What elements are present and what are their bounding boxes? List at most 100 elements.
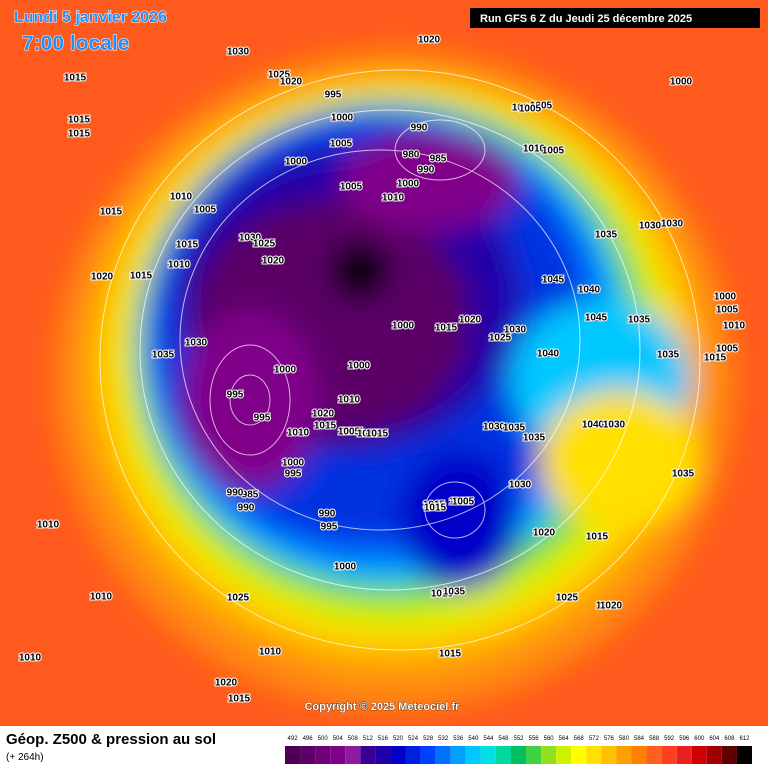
pressure-label: 1015 (314, 421, 337, 432)
pressure-label: 1005 (519, 104, 542, 115)
colorbar-tick-label: 576 (604, 736, 615, 742)
pressure-label: 1015 (423, 500, 446, 511)
time-label: 7:00 locale (22, 32, 129, 55)
colorbar-swatch (526, 746, 542, 764)
colorbar-swatch (556, 746, 572, 764)
colorbar-tick-label: 568 (574, 736, 585, 742)
pressure-label: 1010 (287, 428, 310, 439)
pressure-label: 1030 (509, 480, 532, 491)
colorbar-swatch (510, 746, 527, 764)
pressure-label: 1010 (523, 144, 546, 155)
pressure-label: 1020 (459, 315, 482, 326)
pressure-label: 1035 (628, 315, 651, 326)
pressure-label: 1030 (483, 422, 506, 433)
colorbar-swatch (390, 746, 406, 764)
pressure-label: 1005 (330, 139, 353, 150)
pressure-label: 1010 (90, 592, 113, 603)
pressure-label: 1035 (152, 350, 175, 361)
pressure-label: 1020 (596, 601, 619, 612)
pressure-label: 1025 (253, 239, 276, 250)
colorbar-swatch (691, 746, 707, 764)
pressure-label: 1010 (19, 653, 42, 664)
colorbar-swatch (330, 746, 346, 764)
pressure-label: 1005 (530, 101, 553, 112)
colorbar-swatch (571, 746, 587, 764)
pressure-label: 995 (321, 522, 338, 533)
pressure-label: 1015 (435, 323, 458, 334)
pressure-label: 1000 (348, 361, 371, 372)
colorbar-swatch (646, 746, 662, 764)
colorbar-tick-label: 524 (408, 736, 419, 742)
colorbar-tick-label: 508 (348, 736, 359, 742)
pressure-label: 1010 (512, 103, 535, 114)
colorbar-swatch (315, 746, 331, 764)
pressure-label: 1000 (397, 179, 420, 190)
pressure-label: 1015 (357, 429, 380, 440)
pressure-label: 990 (227, 488, 244, 499)
pressure-label: 1030 (603, 420, 626, 431)
pressure-label: 1010 (382, 193, 405, 204)
colorbar-swatch (631, 746, 647, 764)
pressure-label: 1020 (600, 601, 623, 612)
colorbar-tick-label: 532 (438, 736, 449, 742)
colorbar-swatch (736, 746, 752, 764)
pressure-label: 1010 (723, 321, 746, 332)
pressure-label: 1005 (194, 205, 217, 216)
colorbar-swatch (435, 746, 451, 764)
pressure-label: 1020 (91, 272, 114, 283)
pressure-label: 1005 (341, 427, 364, 438)
pressure-label: 1020 (312, 409, 335, 420)
colorbar-swatch (285, 746, 301, 764)
pressure-label: 1020 (533, 528, 556, 539)
colorbar-tick-label: 596 (679, 736, 690, 742)
pressure-label: 985 (242, 490, 259, 501)
pressure-label: 1015 (431, 589, 454, 600)
pressure-label: 1020 (215, 678, 238, 689)
colorbar-tick-label: 548 (498, 736, 509, 742)
pressure-label: 1015 (424, 503, 447, 514)
pressure-label: 1030 (661, 219, 684, 230)
pressure-label: 1010 (170, 192, 193, 203)
pressure-label: 1025 (449, 497, 472, 508)
colorbar-tick-label: 544 (483, 736, 494, 742)
pressure-label: 1020 (262, 256, 285, 267)
pressure-label: 1005 (340, 182, 363, 193)
colorbar-tick-label: 512 (363, 736, 374, 742)
colorbar-swatch (300, 746, 316, 764)
colorbar-swatch (405, 746, 421, 764)
pressure-label: 990 (411, 123, 428, 134)
pressure-label: 1030 (227, 47, 250, 58)
pressure-label: 1025 (489, 333, 512, 344)
pressure-label: 1030 (239, 233, 262, 244)
colorbar-swatch (345, 746, 361, 764)
pressure-label: 980 (403, 150, 420, 161)
pressure-label: 1025 (556, 593, 579, 604)
colorbar-tick-label: 604 (709, 736, 720, 742)
pressure-label: 1000 (670, 77, 693, 88)
colorbar-swatch (450, 746, 466, 764)
colorbar-swatch (616, 746, 632, 764)
colorbar: 492 496 500 504 508 512 516 520 524 528 532 536 540 5… (285, 736, 752, 764)
pressure-label: 990 (238, 503, 255, 514)
footer-title: Géop. Z500 & pression au sol (6, 731, 216, 748)
pressure-label: 985 (430, 154, 447, 165)
pressure-label: 1040 (578, 285, 601, 296)
colorbar-swatch (721, 746, 737, 764)
pressure-label: 1010 (259, 647, 282, 658)
pressure-label: 1005 (716, 305, 739, 316)
colorbar-tick-label: 504 (333, 736, 344, 742)
pressure-label: 1020 (418, 35, 441, 46)
pressure-label: 1025 (268, 70, 291, 81)
pressure-label: 1000 (334, 562, 357, 573)
pressure-label: 1040 (582, 420, 605, 431)
colorbar-swatch (706, 746, 722, 764)
colorbar-swatch (375, 746, 391, 764)
colorbar-tick-label: 500 (318, 736, 329, 742)
pressure-label: 1015 (228, 694, 251, 705)
pressure-label: 1015 (100, 207, 123, 218)
colorbar-tick-label: 560 (544, 736, 555, 742)
pressure-label: 1005 (716, 344, 739, 355)
colorbar-tick-label: 564 (559, 736, 570, 742)
